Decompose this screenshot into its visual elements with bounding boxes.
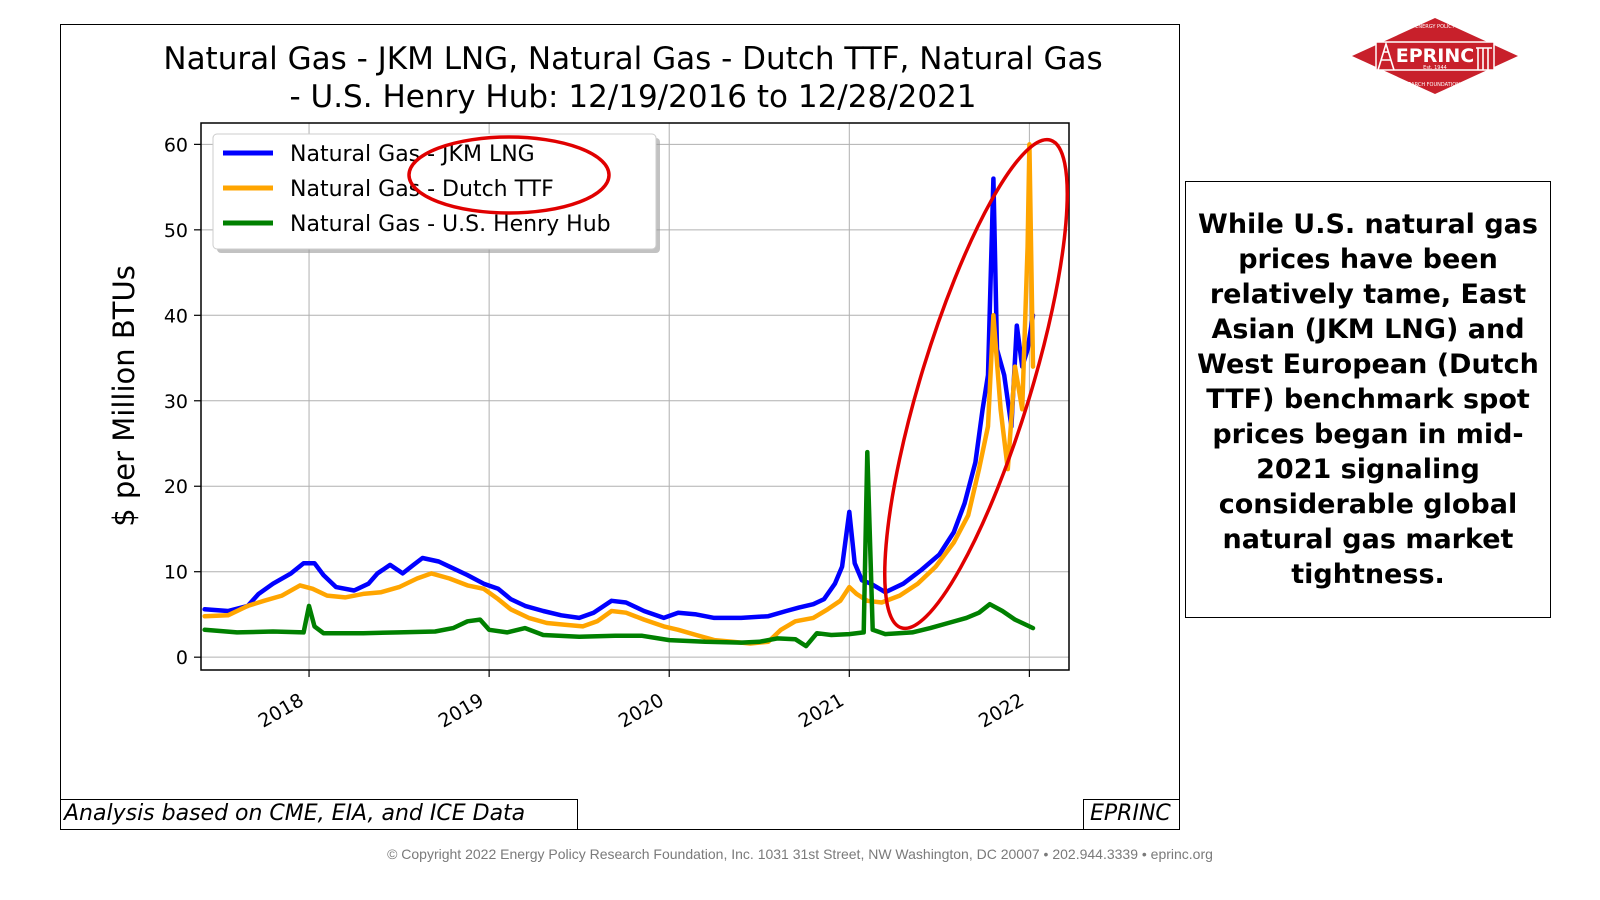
series-line-jkm	[202, 176, 1036, 621]
y-tick-label: 0	[176, 647, 188, 669]
brand-note: EPRINC	[1083, 799, 1180, 830]
logo-bottom-text: RESEARCH FOUNDATION INC.	[1398, 82, 1472, 88]
legend-label-ttf: Natural Gas - Dutch TTF	[290, 177, 554, 202]
chart-frame: 2018 2019 2020 2021 2022 0 10 20 30 40 50 60 Natura…	[60, 24, 1180, 830]
series-line-ttf	[202, 142, 1036, 646]
plot-border	[200, 122, 1070, 671]
logo-top-text: ENERGY POLICY	[1415, 24, 1455, 30]
callout-text: While U.S. natural gas prices have been …	[1197, 209, 1539, 590]
logo-inner-band	[1375, 41, 1495, 71]
annotation-ellipse-spike	[883, 137, 1069, 631]
y-tick-label: 40	[164, 305, 188, 327]
x-tick-label: 2019	[435, 689, 488, 732]
y-tick-label: 30	[164, 391, 188, 413]
copyright-footer: © Copyright 2022 Energy Policy Research …	[387, 846, 1213, 862]
oil-derrick-icon	[1377, 41, 1395, 71]
series-lines	[202, 142, 1036, 649]
line-chart: 2018 2019 2020 2021 2022 0 10 20 30 40 50 60 Natura…	[107, 41, 1103, 733]
chart-title-line1: Natural Gas - JKM LNG, Natural Gas - Dut…	[163, 41, 1102, 77]
logo-est: Est. 1944	[1423, 65, 1447, 71]
source-note: Analysis based on CME, EIA, and ICE Data	[60, 799, 578, 830]
legend: Natural Gas - JKM LNG Natural Gas - Dutc…	[212, 133, 660, 253]
chart-title-line2: - U.S. Henry Hub: 12/19/2016 to 12/28/20…	[289, 79, 976, 115]
logo-wordmark: EPRINC	[1396, 45, 1474, 67]
annotation-ellipse-legend	[407, 135, 611, 215]
x-tick-label: 2018	[255, 689, 308, 732]
y-tick-label: 60	[164, 134, 188, 156]
x-tick-label: 2021	[795, 689, 848, 732]
legend-label-henry-hub: Natural Gas - U.S. Henry Hub	[290, 212, 611, 237]
x-tick-label: 2022	[975, 689, 1028, 732]
capitol-columns-icon	[1476, 47, 1492, 70]
y-tick-label: 50	[164, 220, 188, 242]
y-axis-label: $ per Million BTUs	[107, 265, 141, 527]
y-tick-label: 10	[164, 562, 188, 584]
eprinc-logo: EPRINC Est. 1944 ENERGY POLICY RESEARCH …	[1352, 18, 1518, 94]
legend-box	[212, 133, 657, 250]
series-line-henry-hub	[202, 449, 1036, 649]
callout-box: While U.S. natural gas prices have been …	[1185, 181, 1551, 618]
y-tick-label: 20	[164, 476, 188, 498]
x-tick-label: 2020	[615, 689, 668, 732]
